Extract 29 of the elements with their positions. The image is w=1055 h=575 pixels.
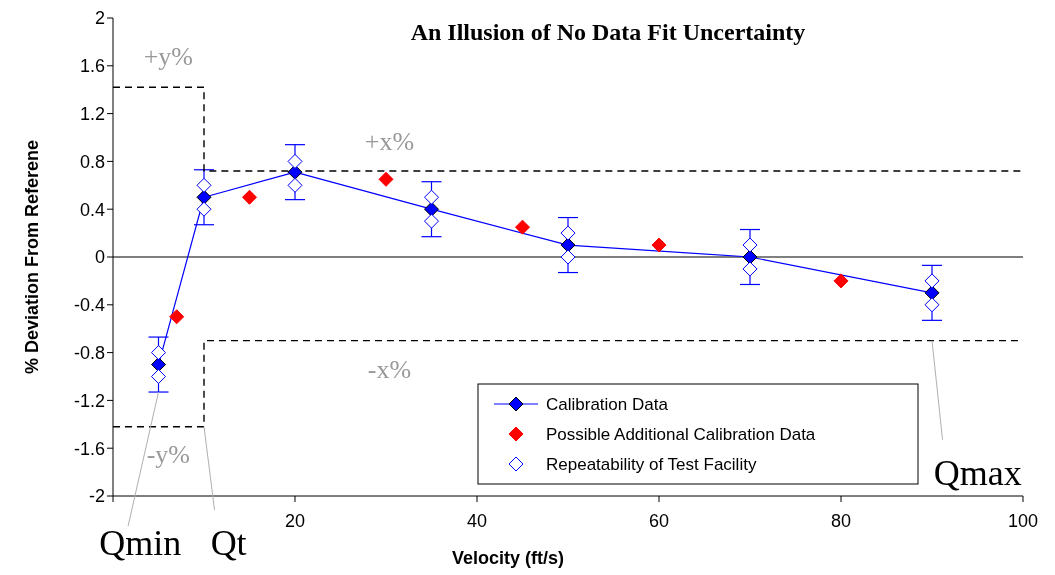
x-tick-label: 40: [466, 510, 488, 531]
chart-title: An Illusion of No Data Fit Uncertainty: [410, 19, 806, 45]
y-tick-label: 0.8: [79, 151, 105, 172]
y-tick-label: -0.4: [73, 295, 105, 316]
legend-label: Repeatability of Test Facility: [546, 455, 757, 474]
y-tick-label: 0.4: [79, 199, 105, 220]
x-tick-label: 80: [830, 510, 852, 531]
y-tick-label: 1.2: [79, 103, 105, 124]
annotation: Qt: [210, 523, 247, 564]
legend-label: Calibration Data: [546, 395, 669, 414]
legend-label: Possible Additional Calibration Data: [546, 425, 816, 444]
y-tick-label: -1.6: [73, 438, 105, 459]
annotation: Qmin: [99, 523, 182, 564]
annotation: -x%: [367, 354, 412, 384]
y-tick-label: 2: [94, 8, 105, 29]
x-tick-label: 100: [1007, 510, 1039, 531]
annotation: +x%: [364, 127, 415, 157]
x-axis-title: Velocity (ft/s): [451, 548, 565, 568]
y-tick-label: -0.8: [73, 342, 105, 363]
y-tick-label: 1.6: [79, 56, 105, 77]
y-tick-label: -2: [88, 486, 105, 507]
annotation: Qmax: [933, 452, 1022, 493]
annotation: -y%: [146, 440, 190, 470]
x-tick-label: 20: [284, 510, 306, 531]
y-axis-title: % Deviation From Referene: [22, 139, 42, 375]
y-tick-label: 0: [94, 247, 105, 268]
annotation: +y%: [143, 41, 193, 71]
y-tick-label: -1.2: [73, 390, 105, 411]
x-tick-label: 60: [648, 510, 670, 531]
